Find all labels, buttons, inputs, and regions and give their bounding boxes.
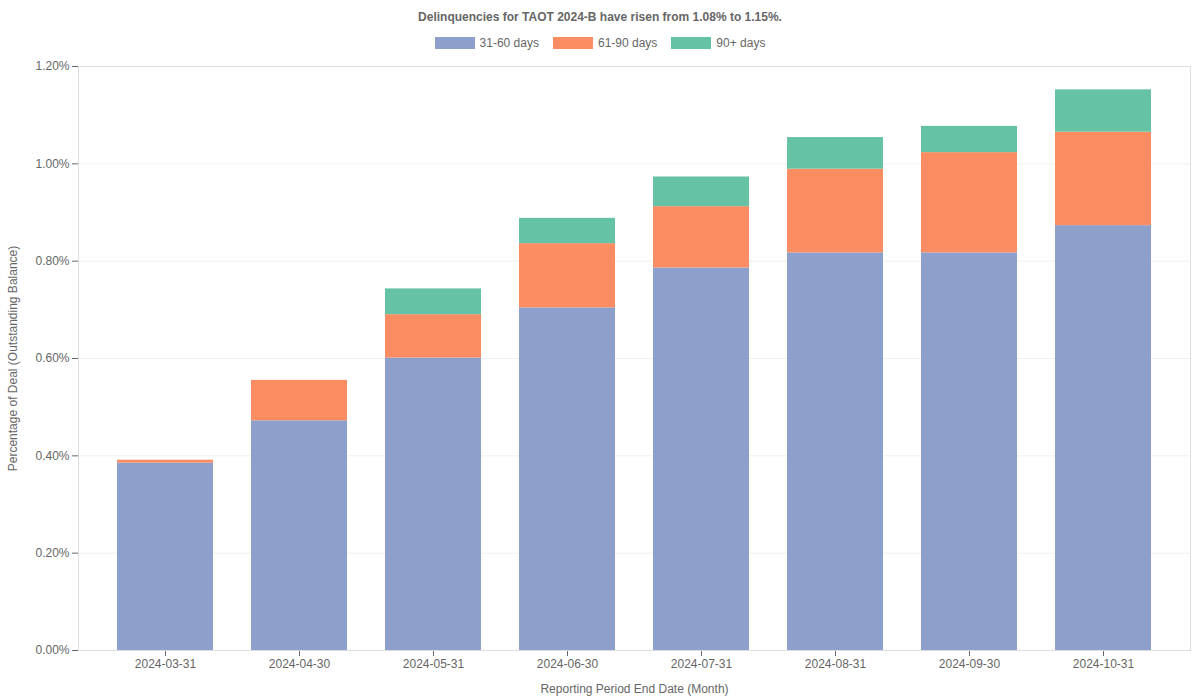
svg-text:2024-03-31: 2024-03-31 — [135, 657, 197, 671]
svg-text:2024-10-31: 2024-10-31 — [1073, 657, 1135, 671]
svg-text:Percentage of Deal (Outstandin: Percentage of Deal (Outstanding Balance) — [6, 246, 20, 471]
svg-text:2024-05-31: 2024-05-31 — [403, 657, 465, 671]
svg-text:2024-09-30: 2024-09-30 — [939, 657, 1001, 671]
svg-text:0.60%: 0.60% — [35, 351, 69, 365]
svg-text:0.80%: 0.80% — [35, 254, 69, 268]
html-text:90+ days: 90+ days — [716, 36, 766, 50]
html-text:31-60 days: 31-60 days — [479, 36, 539, 50]
svg-text:Reporting Period End Date (Mon: Reporting Period End Date (Month) — [540, 682, 728, 696]
svg-text:0.20%: 0.20% — [35, 546, 69, 560]
html-text:Delinquencies for TAOT 2024-B: Delinquencies for TAOT 2024-B have risen… — [418, 10, 782, 24]
svg-text:1.20%: 1.20% — [35, 59, 69, 73]
svg-text:2024-06-30: 2024-06-30 — [537, 657, 599, 671]
svg-text:2024-04-30: 2024-04-30 — [269, 657, 331, 671]
svg-text:2024-08-31: 2024-08-31 — [805, 657, 867, 671]
html-text:61-90 days: 61-90 days — [598, 36, 658, 50]
svg-text:2024-07-31: 2024-07-31 — [671, 657, 733, 671]
svg-text:1.00%: 1.00% — [35, 157, 69, 171]
svg-text:0.00%: 0.00% — [35, 643, 69, 657]
svg-text:0.40%: 0.40% — [35, 449, 69, 463]
